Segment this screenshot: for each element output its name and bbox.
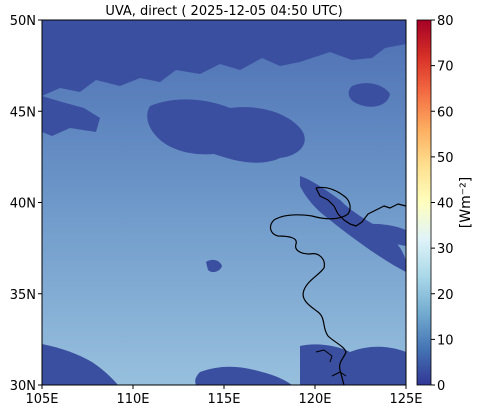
lat-tick-label: 35N bbox=[10, 288, 36, 303]
lat-tick-label: 50N bbox=[10, 14, 36, 29]
lon-tick-label: 120E bbox=[298, 392, 331, 407]
lat-tick-label: 40N bbox=[10, 197, 36, 212]
colorbar-label: [Wm⁻²] bbox=[458, 177, 474, 228]
lon-tick-label: 105E bbox=[25, 392, 58, 407]
lon-tick-label: 125E bbox=[389, 392, 422, 407]
lat-tick-label: 45N bbox=[10, 105, 36, 120]
map-title: UVA, direct ( 2025-12-05 04:50 UTC) bbox=[105, 4, 342, 19]
lat-tick-label: 30N bbox=[10, 379, 36, 394]
colorbar-tick-label: 80 bbox=[437, 14, 454, 29]
map-panel bbox=[42, 20, 406, 385]
lon-tick-label: 115E bbox=[207, 392, 240, 407]
colorbar-tick-label: 50 bbox=[437, 151, 454, 166]
longitude-axis: 105E 110E 115E 120E 125E bbox=[25, 385, 423, 407]
colorbar-tick-label: 20 bbox=[437, 288, 454, 303]
cloud-cover bbox=[42, 20, 406, 385]
colorbar-tick-label: 10 bbox=[437, 333, 454, 348]
colorbar bbox=[416, 19, 432, 386]
colorbar-tick-label: 60 bbox=[437, 105, 454, 120]
colorbar-tick-label: 0 bbox=[437, 379, 445, 394]
lon-tick-label: 110E bbox=[116, 392, 149, 407]
coastline bbox=[269, 186, 406, 385]
colorbar-tick-label: 70 bbox=[437, 60, 454, 75]
colorbar-tick-label: 30 bbox=[437, 242, 454, 257]
colorbar-tick-label: 40 bbox=[437, 197, 454, 212]
colorbar-ticks: 0 10 20 30 40 50 60 70 80 bbox=[431, 14, 454, 394]
latitude-axis: 30N 35N 40N 45N 50N bbox=[10, 14, 42, 394]
